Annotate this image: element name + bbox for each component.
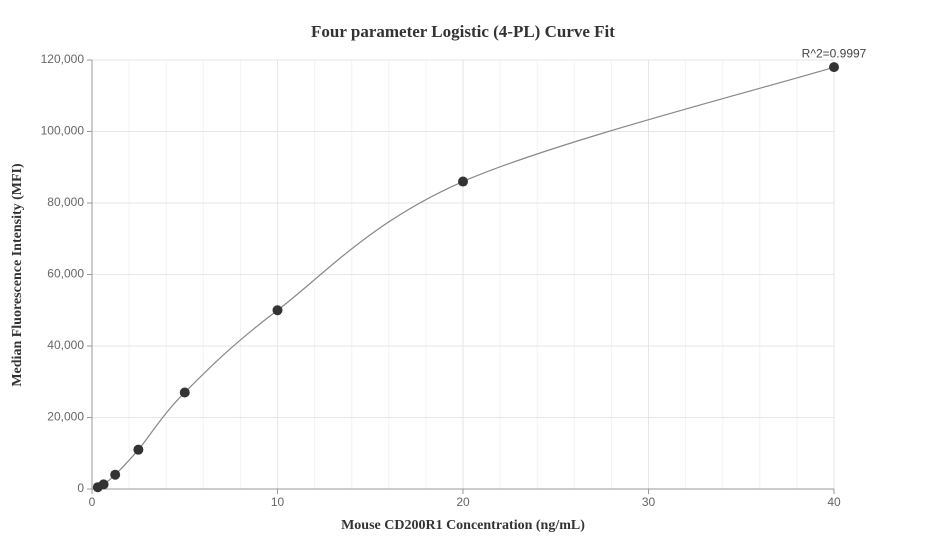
y-tick-label: 40,000: [47, 338, 84, 352]
y-tick-label: 60,000: [47, 267, 84, 281]
y-tick-label: 20,000: [47, 410, 84, 424]
annotation: R^2=0.9997: [802, 46, 867, 60]
data-point: [110, 469, 121, 480]
data-point: [98, 479, 109, 490]
x-tick-label: 40: [827, 495, 841, 509]
y-tick-label: 80,000: [47, 195, 84, 209]
data-point: [458, 176, 468, 187]
x-tick-label: 0: [89, 495, 96, 509]
data-point: [829, 62, 839, 73]
y-tick-label: 100,000: [41, 124, 85, 138]
x-tick-label: 10: [271, 495, 285, 509]
data-point: [179, 387, 190, 398]
chart-title: Four parameter Logistic (4-PL) Curve Fit: [311, 22, 615, 41]
x-tick-label: 30: [642, 495, 656, 509]
fit-curve: [97, 66, 835, 488]
y-tick-label: 120,000: [41, 52, 85, 66]
y-axis-label: Median Fluorescence Intensity (MFI): [10, 163, 25, 387]
data-point: [272, 305, 283, 316]
y-tick-label: 0: [77, 481, 84, 495]
x-tick-label: 20: [456, 495, 470, 509]
x-axis-label: Mouse CD200R1 Concentration (ng/mL): [341, 518, 585, 533]
data-point: [133, 444, 144, 455]
